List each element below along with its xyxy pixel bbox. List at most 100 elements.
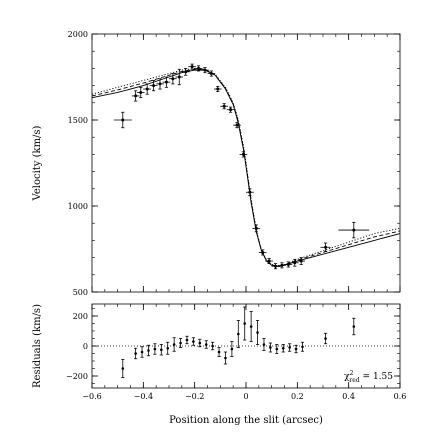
data-marker <box>177 75 181 79</box>
residual-data-point <box>198 338 202 348</box>
residual-data-point <box>178 338 183 348</box>
data-marker <box>299 259 303 263</box>
data-marker <box>230 347 234 351</box>
data-marker <box>121 367 125 370</box>
residual-data-point <box>243 306 247 341</box>
velocity-data-point <box>258 249 267 256</box>
velocity-data-point <box>290 258 299 267</box>
velocity-data-point <box>156 78 164 90</box>
data-marker <box>275 347 279 351</box>
x-tick-label: 0.6 <box>394 392 407 401</box>
velocity-data-point <box>213 86 222 93</box>
data-marker <box>241 152 245 156</box>
residual-data-point <box>191 337 195 346</box>
data-marker <box>217 350 221 354</box>
velocity-data-point <box>239 151 248 158</box>
data-marker <box>153 347 157 351</box>
residual-data-point <box>166 341 170 355</box>
data-marker <box>134 94 138 98</box>
velocity-y-tick-label: 1500 <box>68 116 88 125</box>
data-marker <box>190 65 194 69</box>
residual-data-point <box>255 320 260 345</box>
data-marker <box>222 104 226 108</box>
residuals-y-tick-label: 0 <box>83 342 88 351</box>
x-tick-label: −0.4 <box>134 392 153 401</box>
velocity-data-point <box>169 73 177 85</box>
model-curve-solid <box>91 69 401 267</box>
data-marker <box>229 108 233 112</box>
x-tick-label: 0.2 <box>291 392 304 401</box>
data-marker <box>185 338 189 342</box>
data-marker <box>269 346 272 349</box>
data-marker <box>262 343 266 346</box>
residual-data-point <box>294 344 298 354</box>
velocity-y-axis-label: Velocity (km/s) <box>32 125 43 201</box>
velocity-data-point <box>149 80 158 92</box>
data-marker <box>164 80 168 84</box>
residual-data-point <box>281 344 285 353</box>
data-marker <box>237 332 240 336</box>
velocity-y-tick-label: 2000 <box>68 30 88 39</box>
data-marker <box>184 70 188 74</box>
data-marker <box>158 82 162 86</box>
velocity-data-point <box>297 257 306 265</box>
data-marker <box>147 349 150 352</box>
residual-data-point <box>140 346 144 358</box>
data-marker <box>286 262 290 266</box>
data-marker <box>216 87 220 91</box>
residuals-y-tick-label: −200 <box>66 372 88 381</box>
data-marker <box>235 123 239 127</box>
velocity-data-point <box>226 106 235 113</box>
residuals-y-axis-label: Residuals (km/s) <box>32 304 43 388</box>
velocity-data-point <box>175 68 184 86</box>
velocity-data-point <box>162 76 171 88</box>
data-marker <box>274 264 278 268</box>
model-curve-dashed <box>91 68 401 267</box>
velocity-data-point <box>113 111 132 129</box>
residual-data-point <box>211 341 215 351</box>
velocity-data-point <box>194 65 203 72</box>
velocity-data-point <box>201 67 209 74</box>
data-marker <box>204 343 208 346</box>
x-tick-label: −0.6 <box>82 392 101 401</box>
data-marker <box>171 77 175 81</box>
data-marker <box>248 190 252 194</box>
velocity-data-point <box>143 83 152 95</box>
data-marker <box>243 322 247 325</box>
residual-data-point <box>223 351 228 365</box>
velocity-data-point <box>188 63 196 70</box>
velocity-panel: 500 1000 1500 2000 Velocity (km/s) <box>32 30 401 297</box>
residual-data-point <box>230 341 234 357</box>
residuals-axis-ticks: −0.6 −0.4 −0.2 0 0.2 0.4 0.6 −200 0 200 <box>66 304 406 401</box>
data-marker <box>294 347 298 351</box>
velocity-data-point <box>265 258 273 265</box>
data-marker <box>288 346 291 349</box>
data-marker <box>197 66 201 70</box>
data-marker <box>211 344 214 348</box>
data-marker <box>261 250 265 254</box>
data-marker <box>179 341 182 345</box>
residual-data-point <box>268 342 272 353</box>
data-marker <box>293 261 297 265</box>
residual-data-point <box>121 359 125 378</box>
residual-data-point <box>236 320 240 348</box>
velocity-data-point <box>136 86 145 99</box>
data-marker <box>209 72 213 76</box>
data-marker <box>224 356 227 360</box>
residual-data-point <box>217 347 221 357</box>
velocity-data-point <box>207 70 216 77</box>
data-marker <box>172 343 176 346</box>
velocity-y-tick-label: 500 <box>73 288 88 297</box>
velocity-data-point <box>131 90 140 102</box>
data-marker <box>281 346 285 350</box>
chi-square-annotation: χ2 red = 1.55 <box>344 370 393 384</box>
model-curves <box>91 67 401 267</box>
residuals-panel: −0.6 −0.4 −0.2 0 0.2 0.4 0.6 −200 0 200 Residuals… <box>32 303 406 426</box>
data-marker <box>166 346 170 350</box>
data-marker <box>160 348 163 352</box>
residual-data-point <box>275 344 279 354</box>
data-marker <box>152 84 156 88</box>
velocity-data-point <box>338 221 370 239</box>
residual-data-point <box>134 347 138 360</box>
residuals-y-tick-label: 200 <box>73 312 88 321</box>
